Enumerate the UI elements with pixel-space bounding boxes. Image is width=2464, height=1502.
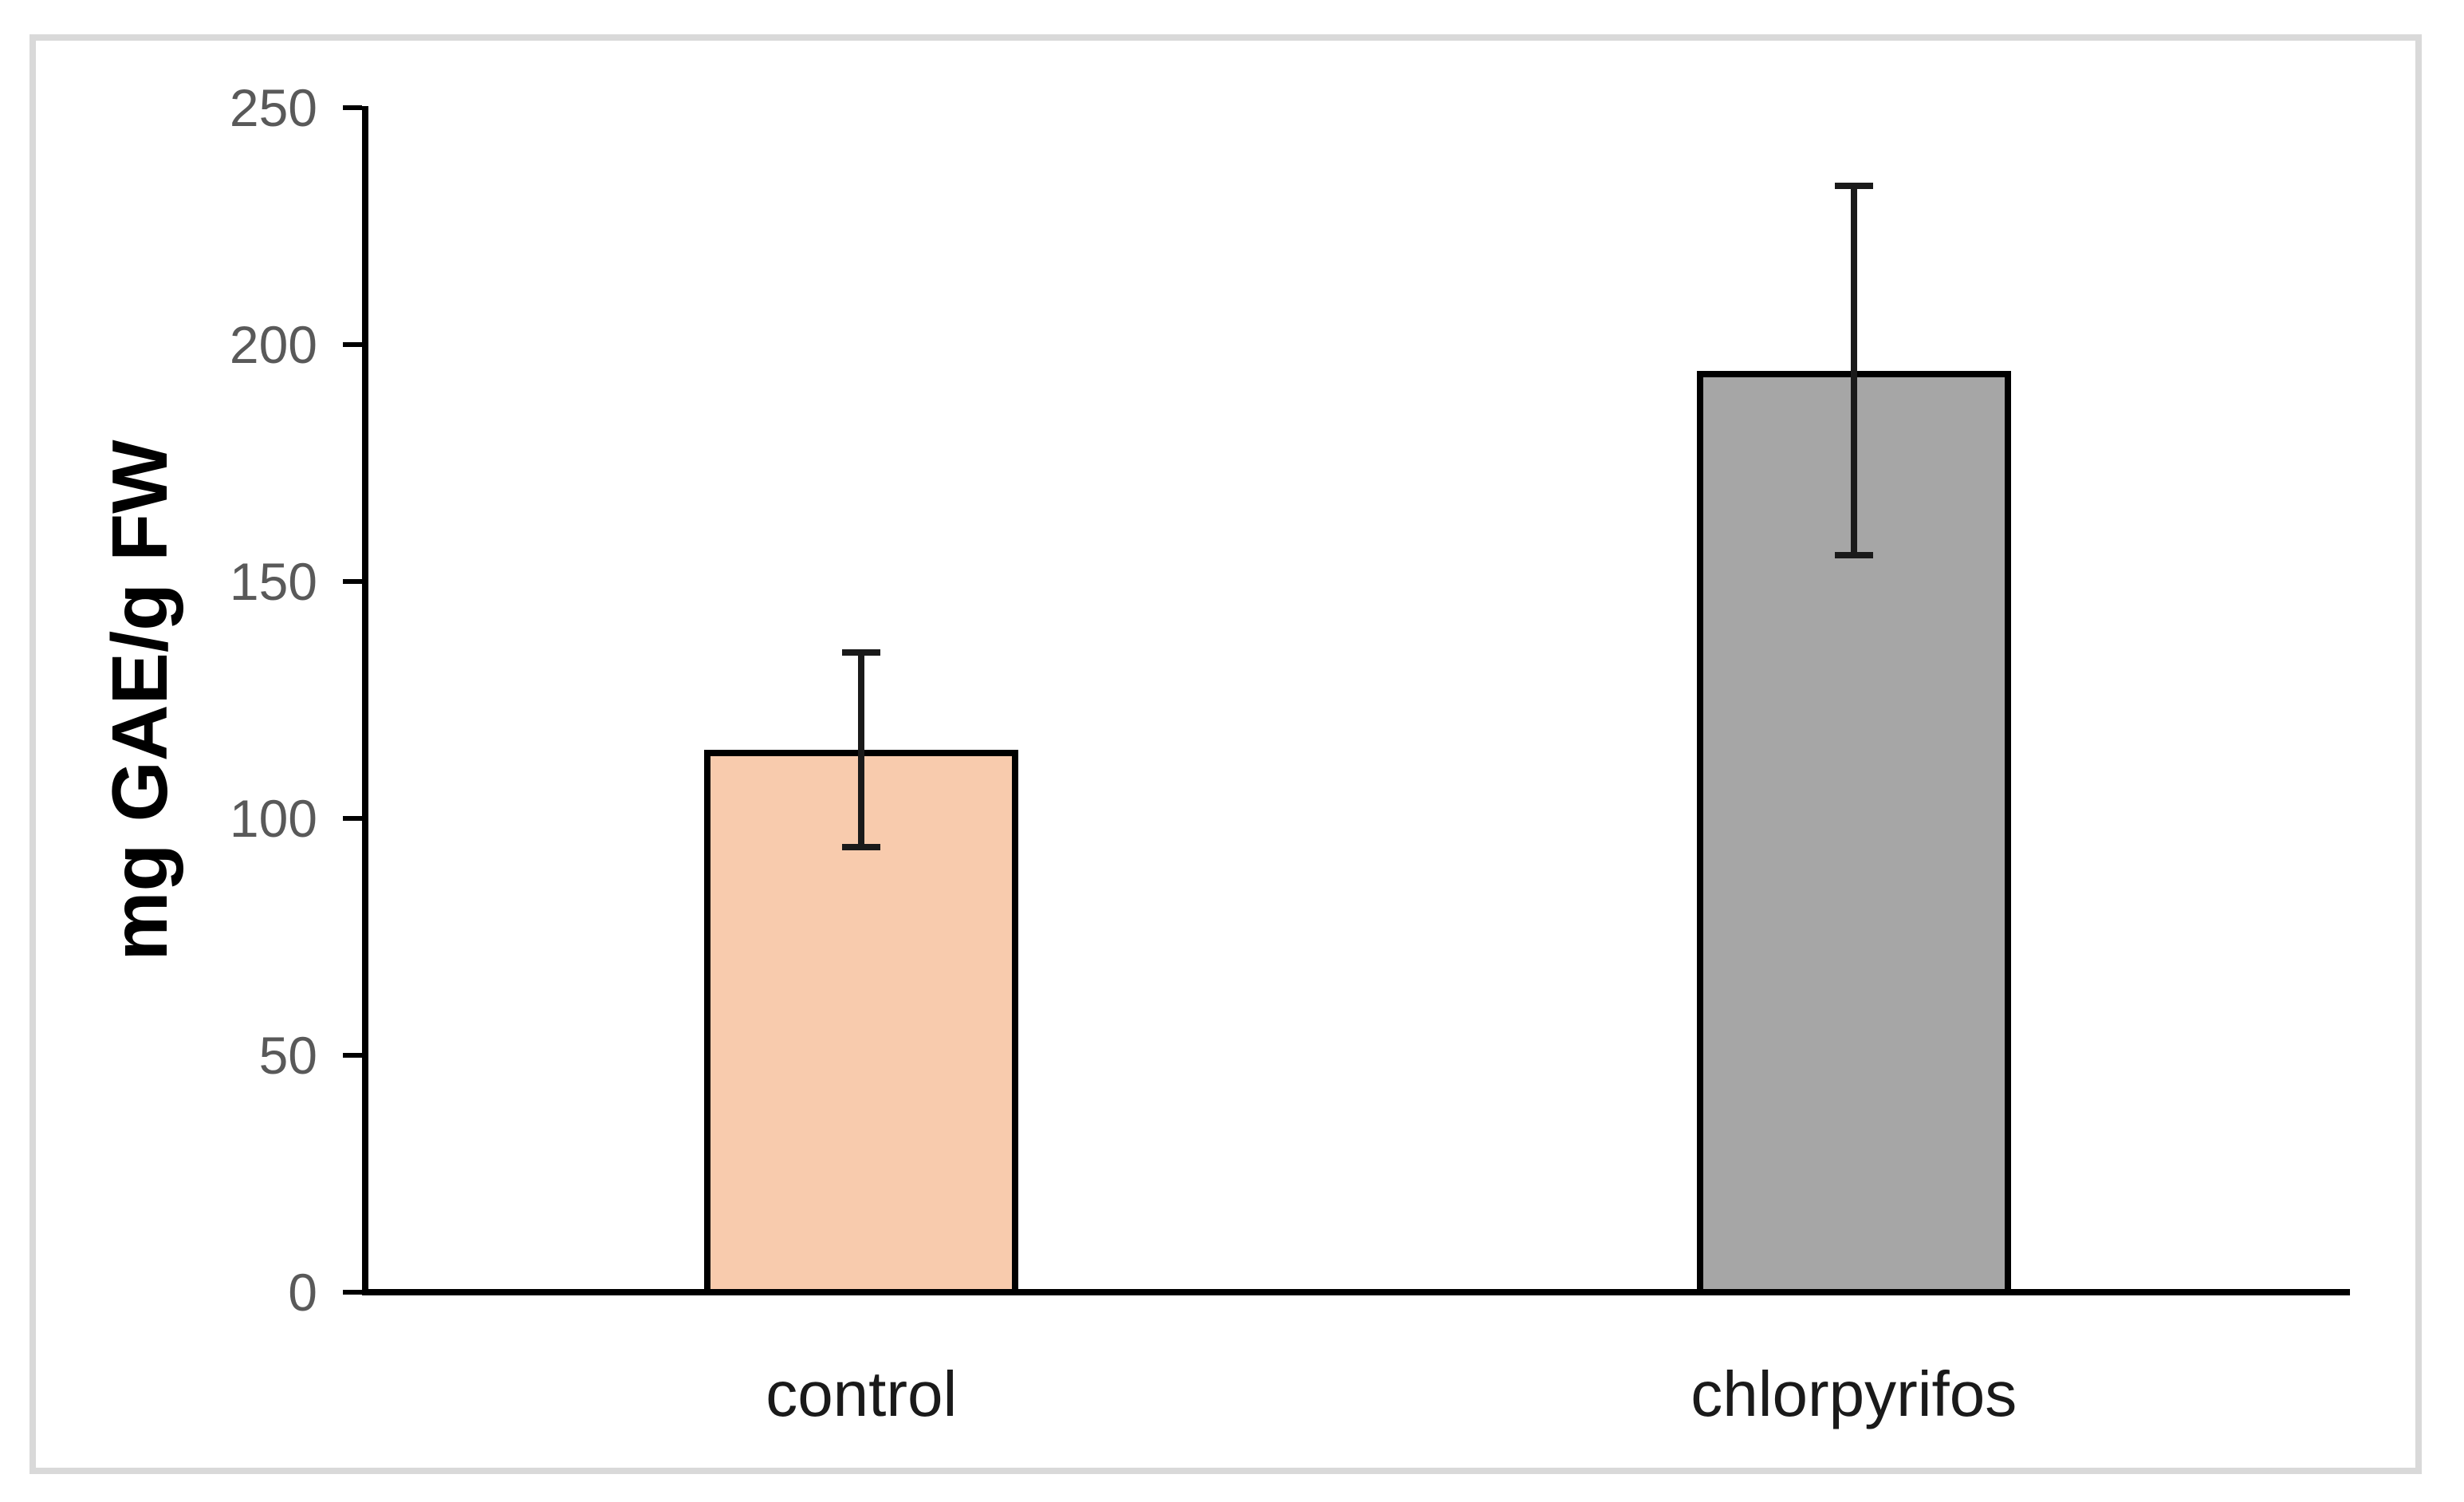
error-cap-top-control [842,649,881,656]
error-bar-control [858,652,865,847]
y-tick-label-100: 100 [229,789,317,848]
chart-frame [30,34,2422,1474]
y-tick-mark-250 [343,105,362,110]
error-cap-top-chlorpyrifos [1834,183,1873,189]
error-cap-bottom-control [842,843,881,850]
y-axis-line [362,106,368,1295]
error-cap-bottom-chlorpyrifos [1834,552,1873,559]
x-axis-line [362,1289,2350,1295]
y-tick-mark-150 [343,579,362,584]
y-tick-label-200: 200 [229,315,317,374]
y-tick-label-50: 50 [258,1026,317,1085]
y-tick-label-0: 0 [288,1263,317,1322]
y-tick-mark-50 [343,1053,362,1058]
y-tick-mark-0 [343,1290,362,1295]
y-tick-label-150: 150 [229,552,317,611]
x-label-chlorpyrifos: chlorpyrifos [1691,1358,2017,1429]
error-bar-chlorpyrifos [1850,186,1857,556]
x-label-control: control [766,1358,958,1429]
y-tick-mark-200 [343,342,362,347]
y-tick-label-250: 250 [229,78,317,137]
y-tick-mark-100 [343,816,362,821]
